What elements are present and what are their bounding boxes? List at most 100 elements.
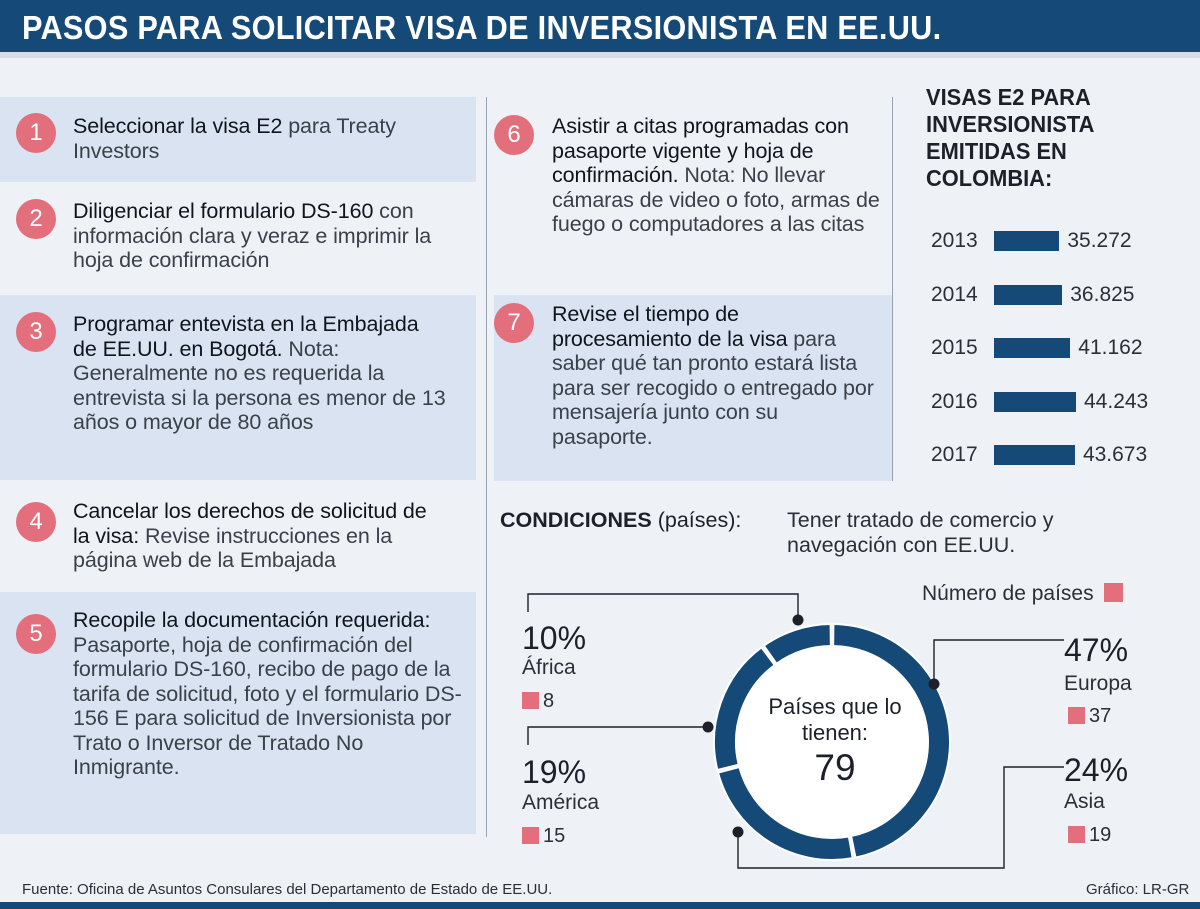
graphic-credit: Gráfico: LR-GR <box>1086 881 1190 898</box>
step-body: para Treaty Investors <box>73 114 396 163</box>
step-body: Revise instrucciones en la página web de… <box>73 523 393 573</box>
step-number: 3 <box>16 312 56 352</box>
bar-2014 <box>994 284 1063 305</box>
step-heading: Revise el tiempo de procesamiento de la … <box>552 302 788 351</box>
count-value: 37 <box>1089 705 1112 727</box>
dot-europa <box>928 678 940 690</box>
step-text: Recopile la documentación requerida: Pas… <box>73 608 463 780</box>
step-heading: Asistir a citas programadas con pasaport… <box>552 114 849 187</box>
bar-2015 <box>994 338 1071 359</box>
step-text: Seleccionar la visa E2 para Treaty Inves… <box>73 114 463 163</box>
conditions-title: CONDICIONES (países): <box>500 508 741 533</box>
step-number: 2 <box>16 199 56 239</box>
bar-year-2017: 2017 <box>931 443 978 467</box>
count-swatch <box>522 827 539 844</box>
count-swatch <box>1068 707 1085 724</box>
legend-swatch <box>1103 583 1123 602</box>
step-heading: Seleccionar la visa E2 <box>73 114 283 138</box>
legend-label: Número de países <box>922 582 1094 605</box>
count-value: 15 <box>543 825 566 847</box>
bar-2017 <box>994 445 1075 466</box>
donut-center-label: Países que lo tienen: <box>768 694 902 745</box>
donut-slice-europa <box>832 622 951 859</box>
step-text: Asistir a citas programadas con pasaport… <box>552 114 882 237</box>
bar-year-2015: 2015 <box>931 336 978 360</box>
step-heading: Cancelar los derechos de solicitud de la… <box>73 499 427 548</box>
count-europa: 37 <box>1068 705 1111 728</box>
step-number: 4 <box>16 502 56 542</box>
region-europa: Europa <box>1064 672 1132 695</box>
step-3: 3 Programar entevista en la Embajada de … <box>0 295 476 480</box>
step-7: 7 Revise el tiempo de procesamiento de l… <box>494 295 892 481</box>
pct-asia: 24% <box>1064 752 1129 788</box>
conditions-description: Tener tratado de comercio y navegación c… <box>787 508 1054 557</box>
bottom-rule <box>0 902 1200 909</box>
conditions-suffix: (países): <box>657 508 742 532</box>
region-africa: África <box>522 656 576 679</box>
donut-center: Países que lo tienen: 79 <box>760 694 910 790</box>
dot-asia <box>732 826 744 838</box>
donut-center-value: 79 <box>814 747 856 788</box>
leader-africa <box>527 593 799 620</box>
step-number: 7 <box>494 303 534 343</box>
bar-2013 <box>994 231 1060 251</box>
pct-africa: 10% <box>522 620 587 656</box>
bar-chart-title: VISAS E2 PARA INVERSIONISTA EMITIDAS EN … <box>926 84 1094 191</box>
step-6: 6 Asistir a citas programadas con pasapo… <box>494 97 892 295</box>
step-number: 1 <box>16 113 56 153</box>
bar-value-2016: 44.243 <box>1084 389 1149 413</box>
step-body: con información clara y veraz e imprimir… <box>73 199 432 272</box>
step-text: Diligenciar el formulario DS-160 con inf… <box>73 199 463 273</box>
bar-2016 <box>994 391 1076 412</box>
dot-africa <box>792 614 804 626</box>
step-text: Cancelar los derechos de solicitud de la… <box>73 499 448 573</box>
count-swatch <box>522 692 539 709</box>
step-body: para saber qué tan pronto estará lista p… <box>552 326 874 449</box>
step-heading: Diligenciar el formulario DS-160 <box>73 199 374 223</box>
step-2: 2 Diligenciar el formulario DS-160 con i… <box>0 182 476 295</box>
bar-value-2013: 35.272 <box>1067 229 1132 252</box>
count-value: 8 <box>543 690 555 712</box>
step-body: Pasaporte, hoja de confirmación del form… <box>73 632 462 780</box>
header-banner: PASOS PARA SOLICITAR VISA DE INVERSIONIS… <box>0 0 1200 58</box>
source-note: Fuente: Oficina de Asuntos Consulares de… <box>22 881 553 898</box>
bar-year-2016: 2016 <box>931 389 978 413</box>
legend: Número de países <box>922 582 1123 606</box>
count-africa: 8 <box>522 690 554 713</box>
bar-value-2014: 36.825 <box>1070 282 1135 306</box>
bar-year-2014: 2014 <box>931 282 978 306</box>
leader-europa <box>933 639 1064 684</box>
chart-divider <box>892 97 893 481</box>
pct-america: 19% <box>522 754 587 790</box>
step-number: 6 <box>494 115 534 155</box>
dot-america <box>702 721 714 733</box>
step-5: 5 Recopile la documentación requerida: P… <box>0 592 476 834</box>
page-title: PASOS PARA SOLICITAR VISA DE INVERSIONIS… <box>22 9 942 46</box>
step-text: Revise el tiempo de procesamiento de la … <box>552 302 882 449</box>
region-asia: Asia <box>1064 790 1105 813</box>
step-heading: Programar entevista en la Embajada de EE… <box>73 312 419 361</box>
count-asia: 19 <box>1068 824 1111 847</box>
step-text: Programar entevista en la Embajada de EE… <box>73 312 448 435</box>
bar-year-2013: 2013 <box>931 229 978 252</box>
step-number: 5 <box>16 614 56 654</box>
step-heading: Recopile la documentación requerida: <box>73 608 431 632</box>
region-america: América <box>522 791 600 814</box>
step-body: Nota: Generalmente no es requerida la en… <box>73 336 446 435</box>
donut-slice-asia <box>716 765 854 861</box>
count-america: 15 <box>522 825 565 848</box>
count-swatch <box>1068 826 1085 843</box>
column-divider <box>486 97 487 837</box>
leader-asia <box>737 766 1064 869</box>
bar-value-2017: 43.673 <box>1082 443 1148 467</box>
conditions-heading: CONDICIONES <box>500 508 652 532</box>
count-value: 19 <box>1089 824 1112 846</box>
donut-hole <box>737 647 927 837</box>
step-body: Nota: No llevar cámaras de video o foto,… <box>552 163 880 236</box>
step-4: 4 Cancelar los derechos de solicitud de … <box>0 480 476 592</box>
bar-value-2015: 41.162 <box>1078 336 1143 360</box>
donut-slice-américa <box>713 645 777 772</box>
leader-america <box>527 726 708 745</box>
step-1: 1 Seleccionar la visa E2 para Treaty Inv… <box>0 97 476 182</box>
